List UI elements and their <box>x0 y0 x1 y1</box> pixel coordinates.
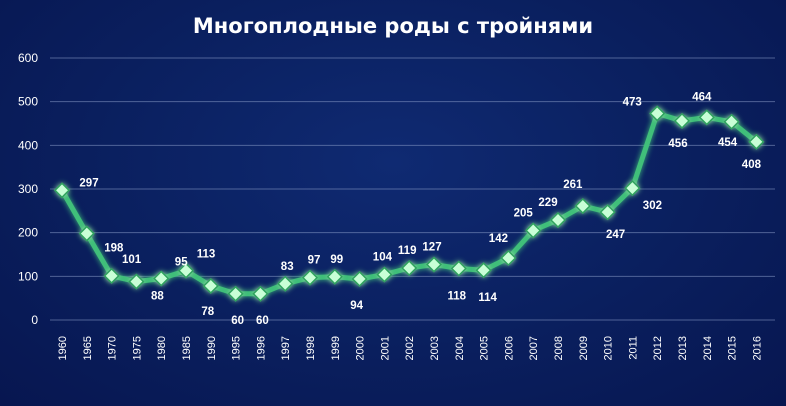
data-label: 95 <box>175 257 188 269</box>
y-tick-label: 0 <box>31 313 38 327</box>
x-tick-label: 2016 <box>751 336 763 360</box>
x-tick-label: 1995 <box>231 336 243 360</box>
data-point <box>128 273 145 290</box>
data-point <box>252 285 269 302</box>
x-tick-label: 2009 <box>578 336 590 360</box>
data-label: 229 <box>538 197 557 209</box>
data-point <box>53 182 71 199</box>
data-point <box>78 225 95 242</box>
data-label: 454 <box>718 137 738 149</box>
data-label: 127 <box>422 242 441 254</box>
x-tick-label: 1980 <box>156 336 168 360</box>
x-tick-label: 1998 <box>305 336 317 360</box>
y-tick-label: 500 <box>18 95 38 109</box>
data-point <box>425 256 443 273</box>
data-label: 60 <box>256 315 269 327</box>
data-point <box>277 275 294 292</box>
x-tick-label: 1996 <box>255 336 267 360</box>
x-tick-label: 2010 <box>603 336 615 360</box>
data-label: 60 <box>231 315 244 327</box>
data-label: 99 <box>330 254 343 266</box>
x-tick-label: 2002 <box>404 336 416 360</box>
data-point <box>351 270 368 288</box>
x-tick-label: 2001 <box>379 336 391 360</box>
x-tick-label: 2015 <box>727 336 739 360</box>
data-point <box>500 249 517 267</box>
data-point <box>599 204 616 221</box>
data-point <box>649 105 666 122</box>
data-label: 261 <box>563 179 583 191</box>
data-point <box>723 113 740 130</box>
chart-title: Многоплодные роды с тройнями <box>192 14 594 38</box>
data-point <box>153 270 170 287</box>
data-label: 114 <box>478 292 497 304</box>
data-label: 113 <box>197 249 216 261</box>
data-label: 78 <box>201 306 214 318</box>
data-label: 205 <box>514 207 534 219</box>
x-tick-label: 1965 <box>82 336 94 360</box>
data-label: 101 <box>122 254 142 266</box>
x-tick-label: 1999 <box>330 336 342 360</box>
data-label: 88 <box>151 291 164 303</box>
data-point <box>673 112 691 129</box>
x-tick-label: 1990 <box>206 336 218 360</box>
data-point <box>525 222 542 239</box>
x-tick-label: 2011 <box>627 336 639 360</box>
x-tick-label: 2003 <box>429 336 441 360</box>
data-label: 302 <box>643 200 662 212</box>
x-tick-label: 2000 <box>355 336 367 360</box>
data-point <box>475 262 492 279</box>
x-tick-label: 1960 <box>57 336 69 360</box>
data-label: 408 <box>742 159 762 171</box>
y-tick-label: 300 <box>18 182 38 196</box>
x-tick-label: 1985 <box>181 336 193 360</box>
data-label: 142 <box>489 233 508 245</box>
x-tick-label: 1975 <box>131 336 143 360</box>
data-label: 247 <box>606 229 625 241</box>
x-tick-label: 2014 <box>702 336 714 360</box>
data-point <box>103 267 120 284</box>
data-point <box>376 266 393 283</box>
x-tick-label: 2004 <box>454 336 466 360</box>
data-label: 473 <box>623 96 642 108</box>
data-point <box>450 260 467 277</box>
y-tick-label: 400 <box>18 138 38 152</box>
x-tick-label: 2006 <box>503 336 515 360</box>
data-label: 456 <box>668 138 687 150</box>
data-point <box>574 197 591 215</box>
data-point <box>698 109 715 126</box>
data-label: 83 <box>281 261 294 273</box>
x-tick-label: 2013 <box>677 336 689 360</box>
data-label: 118 <box>448 290 467 302</box>
x-tick-label: 2012 <box>652 336 664 360</box>
data-point <box>227 285 244 302</box>
data-point <box>301 269 319 286</box>
x-tick-label: 2005 <box>479 336 491 360</box>
data-point <box>549 211 567 229</box>
data-point <box>401 259 418 277</box>
data-label: 97 <box>308 255 321 267</box>
data-label: 297 <box>79 177 98 189</box>
y-tick-label: 600 <box>18 51 38 65</box>
data-point <box>202 277 219 295</box>
data-point <box>748 133 765 150</box>
data-point <box>326 268 343 285</box>
data-label: 94 <box>350 300 363 312</box>
data-label: 198 <box>104 243 124 255</box>
data-label: 464 <box>692 91 712 103</box>
y-tick-label: 200 <box>18 226 38 240</box>
x-tick-label: 2007 <box>528 336 540 360</box>
data-point <box>624 180 641 197</box>
x-tick-label: 1970 <box>107 336 119 360</box>
y-tick-label: 100 <box>18 269 38 283</box>
x-tick-label: 2008 <box>553 336 565 360</box>
x-tick-label: 1997 <box>280 336 292 360</box>
data-point <box>177 262 195 279</box>
data-label: 119 <box>398 245 417 257</box>
data-label: 104 <box>373 252 393 264</box>
